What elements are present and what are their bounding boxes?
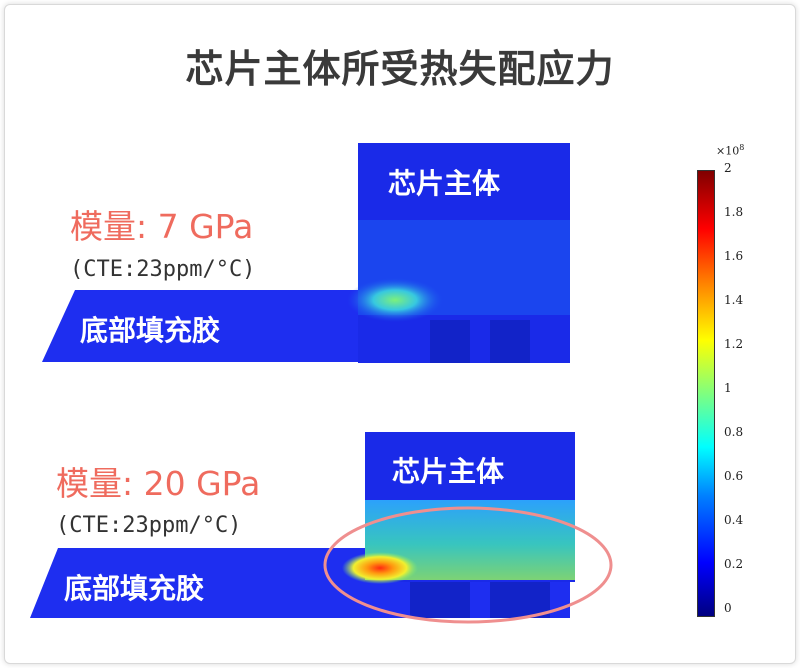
colorbar	[697, 170, 715, 617]
bottom-underfill-label: 底部填充胶	[64, 572, 205, 605]
colorbar-tick-label: 0.2	[724, 557, 744, 571]
colorbar-tick-label: 1.6	[724, 249, 744, 263]
top-modulus-label: 模量: 7 GPa	[70, 207, 254, 246]
colorbar-tick-label: 1	[724, 381, 732, 395]
colorbar-tick-label: 0.8	[724, 425, 744, 439]
colorbar-exponent: ×108	[716, 143, 745, 158]
top-underfill-label: 底部填充胶	[80, 314, 221, 347]
bottom-case-model	[30, 432, 613, 624]
colorbar-tick-label: 1.4	[724, 293, 744, 307]
top-chip-label: 芯片主体	[388, 167, 501, 200]
bottom-stress-hotspot	[342, 552, 418, 584]
colorbar-tick-label: 1.2	[724, 337, 744, 351]
top-case-model	[42, 143, 570, 363]
highlight-ellipse	[323, 506, 613, 624]
bottom-chip-label: 芯片主体	[392, 455, 505, 488]
colorbar-tick-label: 0.6	[724, 469, 744, 483]
top-stress-hotspot	[347, 278, 443, 322]
colorbar-tick-label: 0	[724, 601, 732, 615]
colorbar-tick-label: 1.8	[724, 205, 744, 219]
top-cte-label: (CTE:23ppm/°C)	[70, 257, 256, 282]
colorbar-tick-label: 2	[724, 161, 732, 175]
bottom-cte-label: (CTE:23ppm/°C)	[56, 513, 242, 538]
figure-title: 芯片主体所受热失配应力	[185, 47, 615, 91]
colorbar-tick-label: 0.4	[724, 513, 744, 527]
bottom-modulus-label: 模量: 20 GPa	[56, 464, 261, 503]
